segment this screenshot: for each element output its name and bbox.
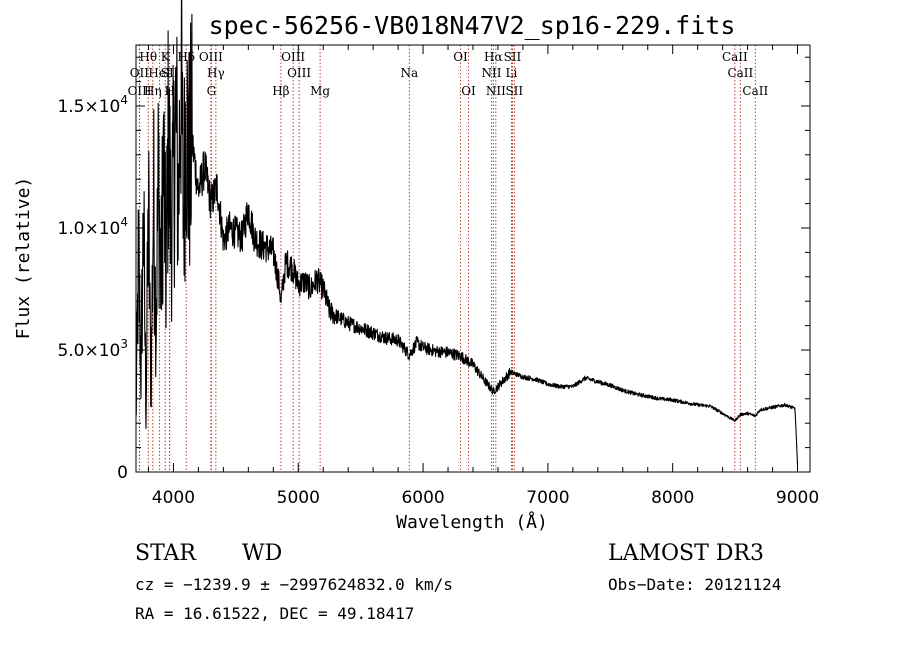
line-label-2: Hθ xyxy=(139,50,157,64)
line-label-25: CaII xyxy=(722,50,748,64)
x-tick-label-0: 4000 xyxy=(152,488,195,508)
line-label-13: OIII xyxy=(281,50,305,64)
line-label-4: HeI xyxy=(148,66,171,80)
x-axis-label: Wavelength (Å) xyxy=(396,511,548,533)
line-label-23: Li xyxy=(506,66,518,80)
line-label-26: CaII xyxy=(727,66,753,80)
x-tick-label-5: 9000 xyxy=(776,488,819,508)
x-tick-label-3: 7000 xyxy=(526,488,569,508)
observation-date: Obs−Date: 20121124 xyxy=(608,575,781,594)
object-subclass: WD xyxy=(242,541,282,566)
line-label-22: SII xyxy=(504,50,522,64)
y-tick-label-1: 5.0×103 xyxy=(57,337,128,361)
line-label-16: Na xyxy=(401,66,419,80)
line-label-19: NII xyxy=(481,66,501,80)
object-class: STAR xyxy=(135,541,197,566)
line-label-10: G xyxy=(207,84,217,98)
line-label-18: OI xyxy=(461,84,476,98)
line-label-1: OIII xyxy=(128,84,152,98)
line-label-14: OIII xyxy=(287,66,311,80)
line-label-15: Mg xyxy=(310,84,330,98)
line-label-5: K xyxy=(161,50,171,64)
spectral-line-markers xyxy=(138,45,756,472)
line-label-20: Hα xyxy=(484,50,503,64)
x-tick-label-2: 6000 xyxy=(401,488,444,508)
line-label-0: OII xyxy=(130,66,150,80)
line-label-6: SII xyxy=(161,66,179,80)
survey-name: LAMOST DR3 xyxy=(608,541,764,566)
y-tick-label-0: 0 xyxy=(117,463,128,483)
flux-series-line xyxy=(135,0,799,465)
chart-title: spec-56256-VB018N47V2_sp16-229.fits xyxy=(209,11,736,40)
line-label-24: SII xyxy=(505,84,523,98)
x-axis-ticks: 4000 5000 6000 7000 8000 9000 xyxy=(147,45,819,508)
line-label-21: NII xyxy=(486,84,506,98)
line-label-17: OI xyxy=(453,50,468,64)
y-axis-ticks: 0 5.0×103 1.0×104 1.5×104 xyxy=(57,56,810,483)
line-label-3: Hη xyxy=(144,84,162,98)
plot-frame xyxy=(135,44,811,473)
y-tick-label-2: 1.0×104 xyxy=(57,215,128,239)
line-label-9: OIII xyxy=(199,50,223,64)
y-tick-label-3: 1.5×104 xyxy=(57,93,128,117)
line-label-12: Hβ xyxy=(272,84,289,98)
x-tick-label-4: 8000 xyxy=(651,488,694,508)
line-label-11: Hγ xyxy=(207,66,225,80)
y-axis-label: Flux (relative) xyxy=(13,177,34,340)
coordinates-info: RA = 16.61522, DEC = 49.18417 xyxy=(135,604,414,623)
redshift-info: cz = −1239.9 ± −2997624832.0 km/s xyxy=(135,575,453,594)
line-label-27: CaII xyxy=(742,84,768,98)
x-tick-label-1: 5000 xyxy=(277,488,320,508)
